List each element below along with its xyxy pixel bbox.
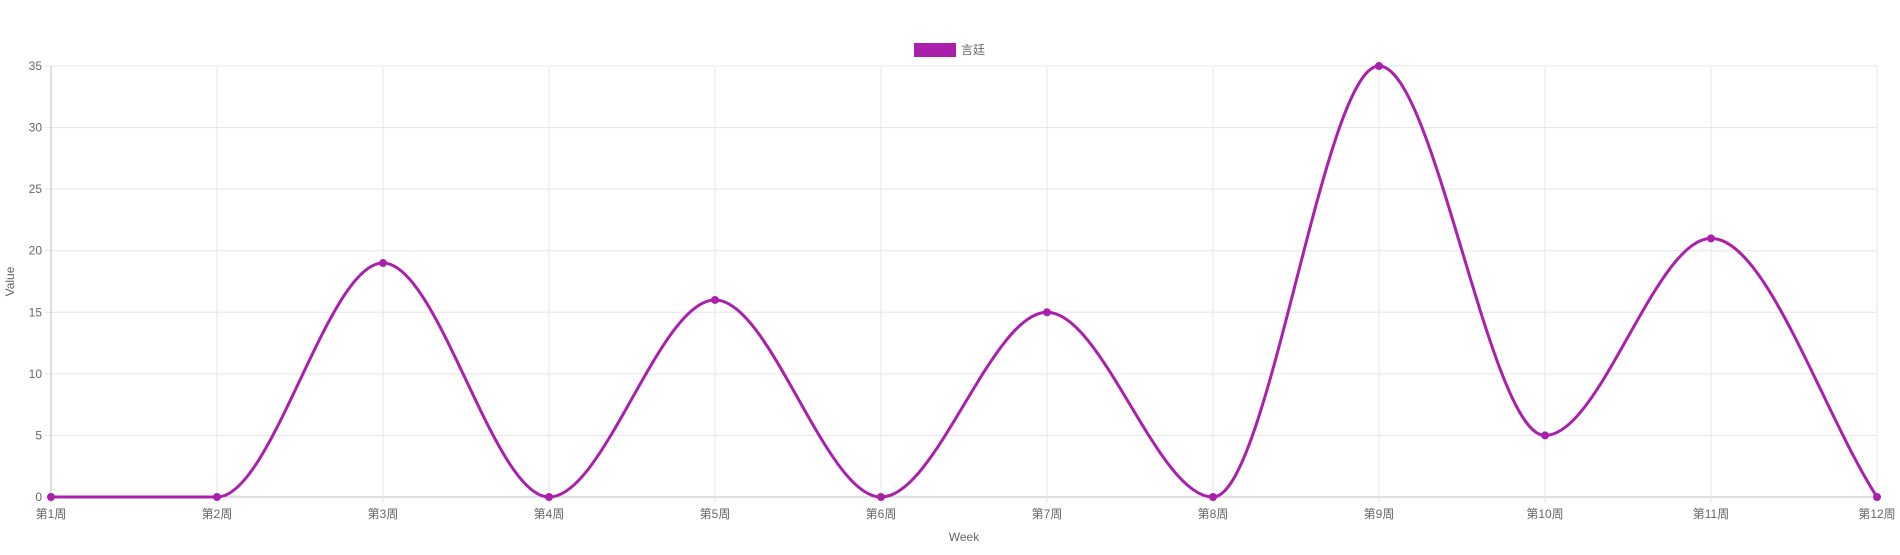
series-line: [51, 64, 1879, 499]
data-point[interactable]: [877, 493, 885, 501]
data-point[interactable]: [1043, 308, 1051, 317]
data-point[interactable]: [1707, 234, 1715, 243]
y-tick-label: 5: [35, 428, 42, 442]
data-point[interactable]: [545, 493, 553, 501]
y-tick-label: 30: [29, 121, 43, 135]
data-point[interactable]: [1209, 493, 1217, 501]
y-tick-label: 10: [29, 367, 43, 381]
x-tick-label: 第9周: [1364, 507, 1395, 521]
data-point[interactable]: [1541, 431, 1549, 440]
x-tick-label: 第5周: [700, 507, 731, 521]
grid: [45, 65, 1878, 503]
data-point[interactable]: [213, 493, 221, 501]
y-tick-label: 0: [35, 490, 42, 504]
x-tick-label: 第6周: [866, 507, 897, 521]
legend[interactable]: 言廷: [914, 43, 985, 57]
x-tick-label: 第10周: [1526, 507, 1563, 521]
data-point[interactable]: [47, 493, 55, 501]
y-tick-label: 15: [29, 305, 43, 319]
x-tick-label: 第3周: [368, 507, 399, 521]
x-tick-label: 第4周: [534, 507, 565, 521]
axes: 0 5 10 15 20 25 30 35 第1周 第2周 第3周 第4周 第5周 第6周 第7周 第8周 第9…: [29, 59, 1896, 521]
data-point[interactable]: [1873, 493, 1881, 501]
y-tick-label: 20: [29, 244, 43, 258]
y-tick-label: 25: [29, 182, 43, 196]
y-axis-title: Value: [3, 266, 17, 296]
data-point[interactable]: [711, 295, 719, 304]
x-tick-label: 第7周: [1032, 507, 1063, 521]
data-point[interactable]: [1375, 62, 1383, 70]
legend-swatch[interactable]: [914, 43, 956, 57]
x-tick-label: 第11周: [1693, 507, 1729, 521]
legend-label[interactable]: 言廷: [961, 43, 985, 57]
x-tick-label: 第8周: [1198, 507, 1229, 521]
x-axis-title: Week: [949, 530, 980, 544]
y-tick-label: 35: [29, 59, 43, 73]
x-tick-label: 第2周: [202, 507, 233, 521]
data-point[interactable]: [379, 259, 387, 268]
x-tick-label: 第1周: [36, 507, 67, 521]
x-tick-label: 第12周: [1858, 507, 1895, 521]
series-layer: [47, 62, 1881, 501]
